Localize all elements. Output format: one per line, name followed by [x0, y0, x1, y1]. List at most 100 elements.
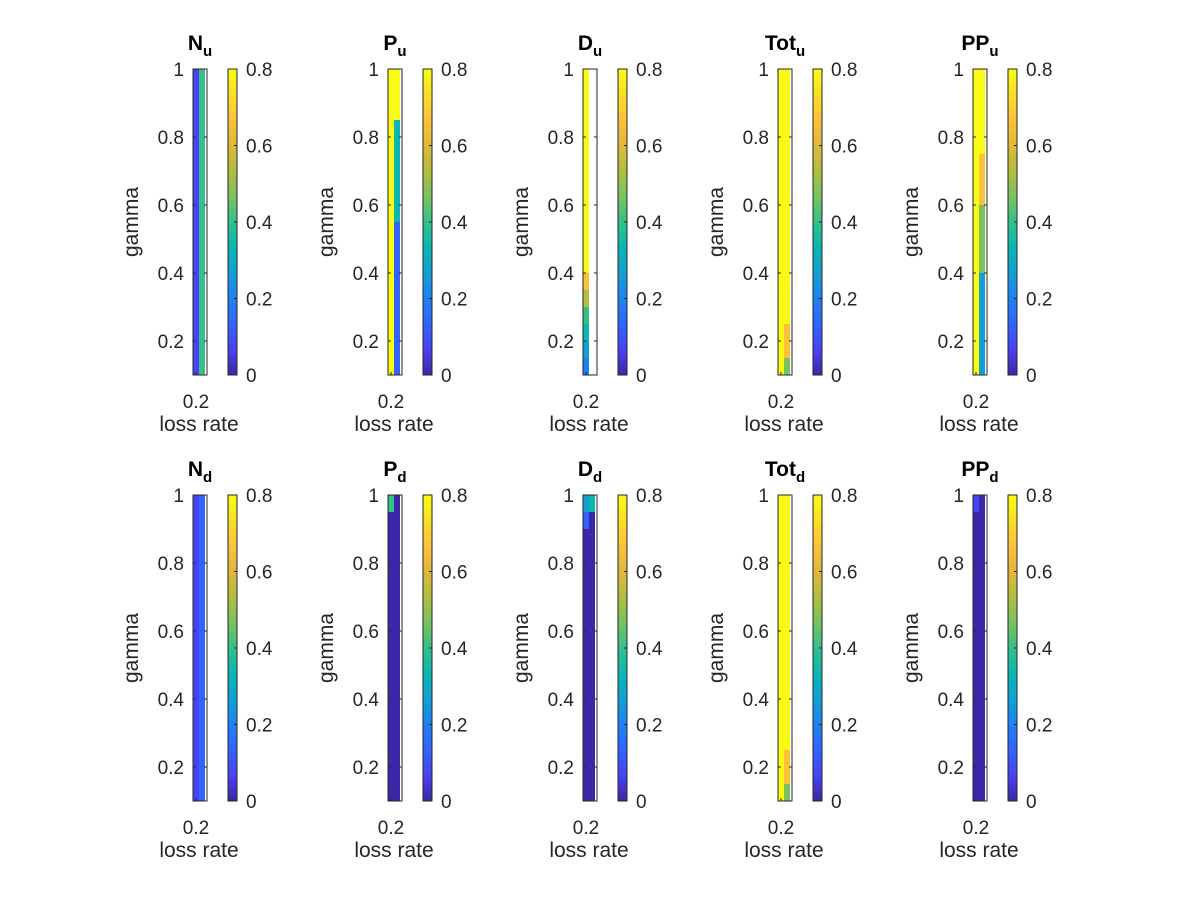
y-tick-label: 1	[563, 486, 574, 507]
panel-title-main: N	[188, 32, 203, 55]
x-tick-label: 0.2	[573, 392, 599, 413]
colorbar-tick-label: 0	[1026, 792, 1037, 813]
axes-box	[387, 494, 403, 802]
panel-title: Du	[578, 32, 602, 60]
colorbar-tick-label: 0.8	[636, 486, 662, 507]
colorbar-tick-label: 0.2	[636, 716, 662, 737]
colorbar-tick-label: 0.8	[246, 486, 272, 507]
panel-title-subscript: u	[989, 43, 998, 60]
y-axis-label: gamma	[315, 187, 338, 257]
y-tick-label: 0.2	[743, 332, 769, 353]
panel-title-subscript: d	[397, 469, 406, 486]
y-tick-label: 0.8	[938, 554, 964, 575]
x-axis-label: loss rate	[354, 839, 433, 862]
colorbar-tick-label: 0.2	[441, 290, 467, 311]
y-tick-label: 0.2	[548, 758, 574, 779]
panel-title-subscript: d	[989, 469, 998, 486]
colorbar-tick-label: 0.8	[1026, 60, 1052, 81]
x-tick-label: 0.2	[573, 818, 599, 839]
y-tick-label: 0.4	[158, 690, 185, 711]
y-tick-label: 0.2	[938, 758, 964, 779]
panel-title-main: D	[578, 32, 593, 55]
y-tick-label: 1	[953, 60, 964, 81]
y-tick-label: 0.8	[353, 554, 379, 575]
colorbar-tick-label: 0.4	[636, 213, 663, 234]
panel-title-main: PP	[961, 32, 989, 55]
panel-title: PPu	[961, 32, 998, 60]
y-axis-label: gamma	[510, 187, 533, 257]
y-axis-label: gamma	[120, 613, 143, 683]
y-tick-label: 0.6	[158, 622, 184, 643]
colorbar-tick-label: 0.4	[831, 213, 858, 234]
heatmap-cell	[583, 324, 589, 341]
y-tick-label: 0.4	[548, 690, 575, 711]
colorbar-tick-label: 0	[246, 366, 257, 387]
y-tick-label: 1	[173, 486, 184, 507]
y-tick-label: 1	[368, 486, 379, 507]
colorbar-tick-label: 0.2	[441, 716, 467, 737]
heatmap-cell	[583, 307, 589, 324]
axes-box	[192, 494, 208, 802]
heatmap-cell	[778, 495, 784, 801]
colorbar-tick-label: 0.4	[1026, 639, 1053, 660]
y-axis-label: gamma	[120, 187, 143, 257]
y-tick-label: 0.2	[158, 758, 184, 779]
colorbar-tick-label: 0	[831, 366, 842, 387]
x-tick-label: 0.2	[183, 818, 209, 839]
y-tick-label: 1	[758, 60, 769, 81]
axes-box	[777, 68, 793, 376]
panel-title: Pd	[383, 458, 406, 486]
colorbar-tick-label: 0.6	[1026, 137, 1052, 158]
y-tick-label: 0.8	[353, 128, 379, 149]
colorbar-tick-label: 0.6	[636, 137, 662, 158]
colorbar-tick-label: 0.2	[246, 716, 272, 737]
y-axis-label: gamma	[315, 613, 338, 683]
heatmap-cell	[589, 512, 595, 801]
colorbar-tick-label: 0	[441, 366, 452, 387]
heatmap-cell	[199, 495, 205, 801]
panel-title-subscript: u	[796, 43, 805, 60]
colorbar-tick-label: 0.8	[246, 60, 272, 81]
colorbar-tick-label: 0.4	[441, 213, 468, 234]
y-tick-label: 0.4	[743, 690, 770, 711]
colorbar-tick-label: 0	[636, 792, 647, 813]
axes-box	[972, 68, 988, 376]
y-tick-label: 0.8	[158, 554, 184, 575]
heatmap-cell	[394, 222, 400, 375]
colorbar-tick-label: 0	[246, 792, 257, 813]
x-axis-label: loss rate	[549, 839, 628, 862]
y-axis-label: gamma	[705, 187, 728, 257]
heatmap-cell	[583, 273, 589, 290]
y-axis-label: gamma	[900, 613, 923, 683]
y-tick-label: 0.2	[743, 758, 769, 779]
heatmap-cell	[973, 69, 979, 375]
heatmap-cell	[193, 495, 199, 801]
heatmap-cell	[394, 495, 400, 801]
colorbar-tick-label: 0.2	[831, 290, 857, 311]
heatmap-cell	[583, 69, 589, 273]
heatmap-cell	[394, 120, 400, 222]
y-tick-label: 0.8	[743, 128, 769, 149]
y-tick-label: 0.6	[743, 622, 769, 643]
heatmap-cell	[784, 324, 790, 358]
panel-title: Pu	[383, 32, 406, 60]
colorbar-tick-label: 0	[636, 366, 647, 387]
x-axis-label: loss rate	[549, 413, 628, 436]
y-tick-label: 1	[953, 486, 964, 507]
colorbar-tick-label: 0	[441, 792, 452, 813]
panel-title-main: Tot	[765, 458, 796, 481]
colorbar-tick-label: 0.2	[246, 290, 272, 311]
y-tick-label: 1	[173, 60, 184, 81]
heatmap-cell	[979, 495, 985, 801]
colorbar-tick-label: 0.8	[831, 60, 857, 81]
y-tick-label: 0.8	[743, 554, 769, 575]
y-tick-label: 0.6	[743, 196, 769, 217]
